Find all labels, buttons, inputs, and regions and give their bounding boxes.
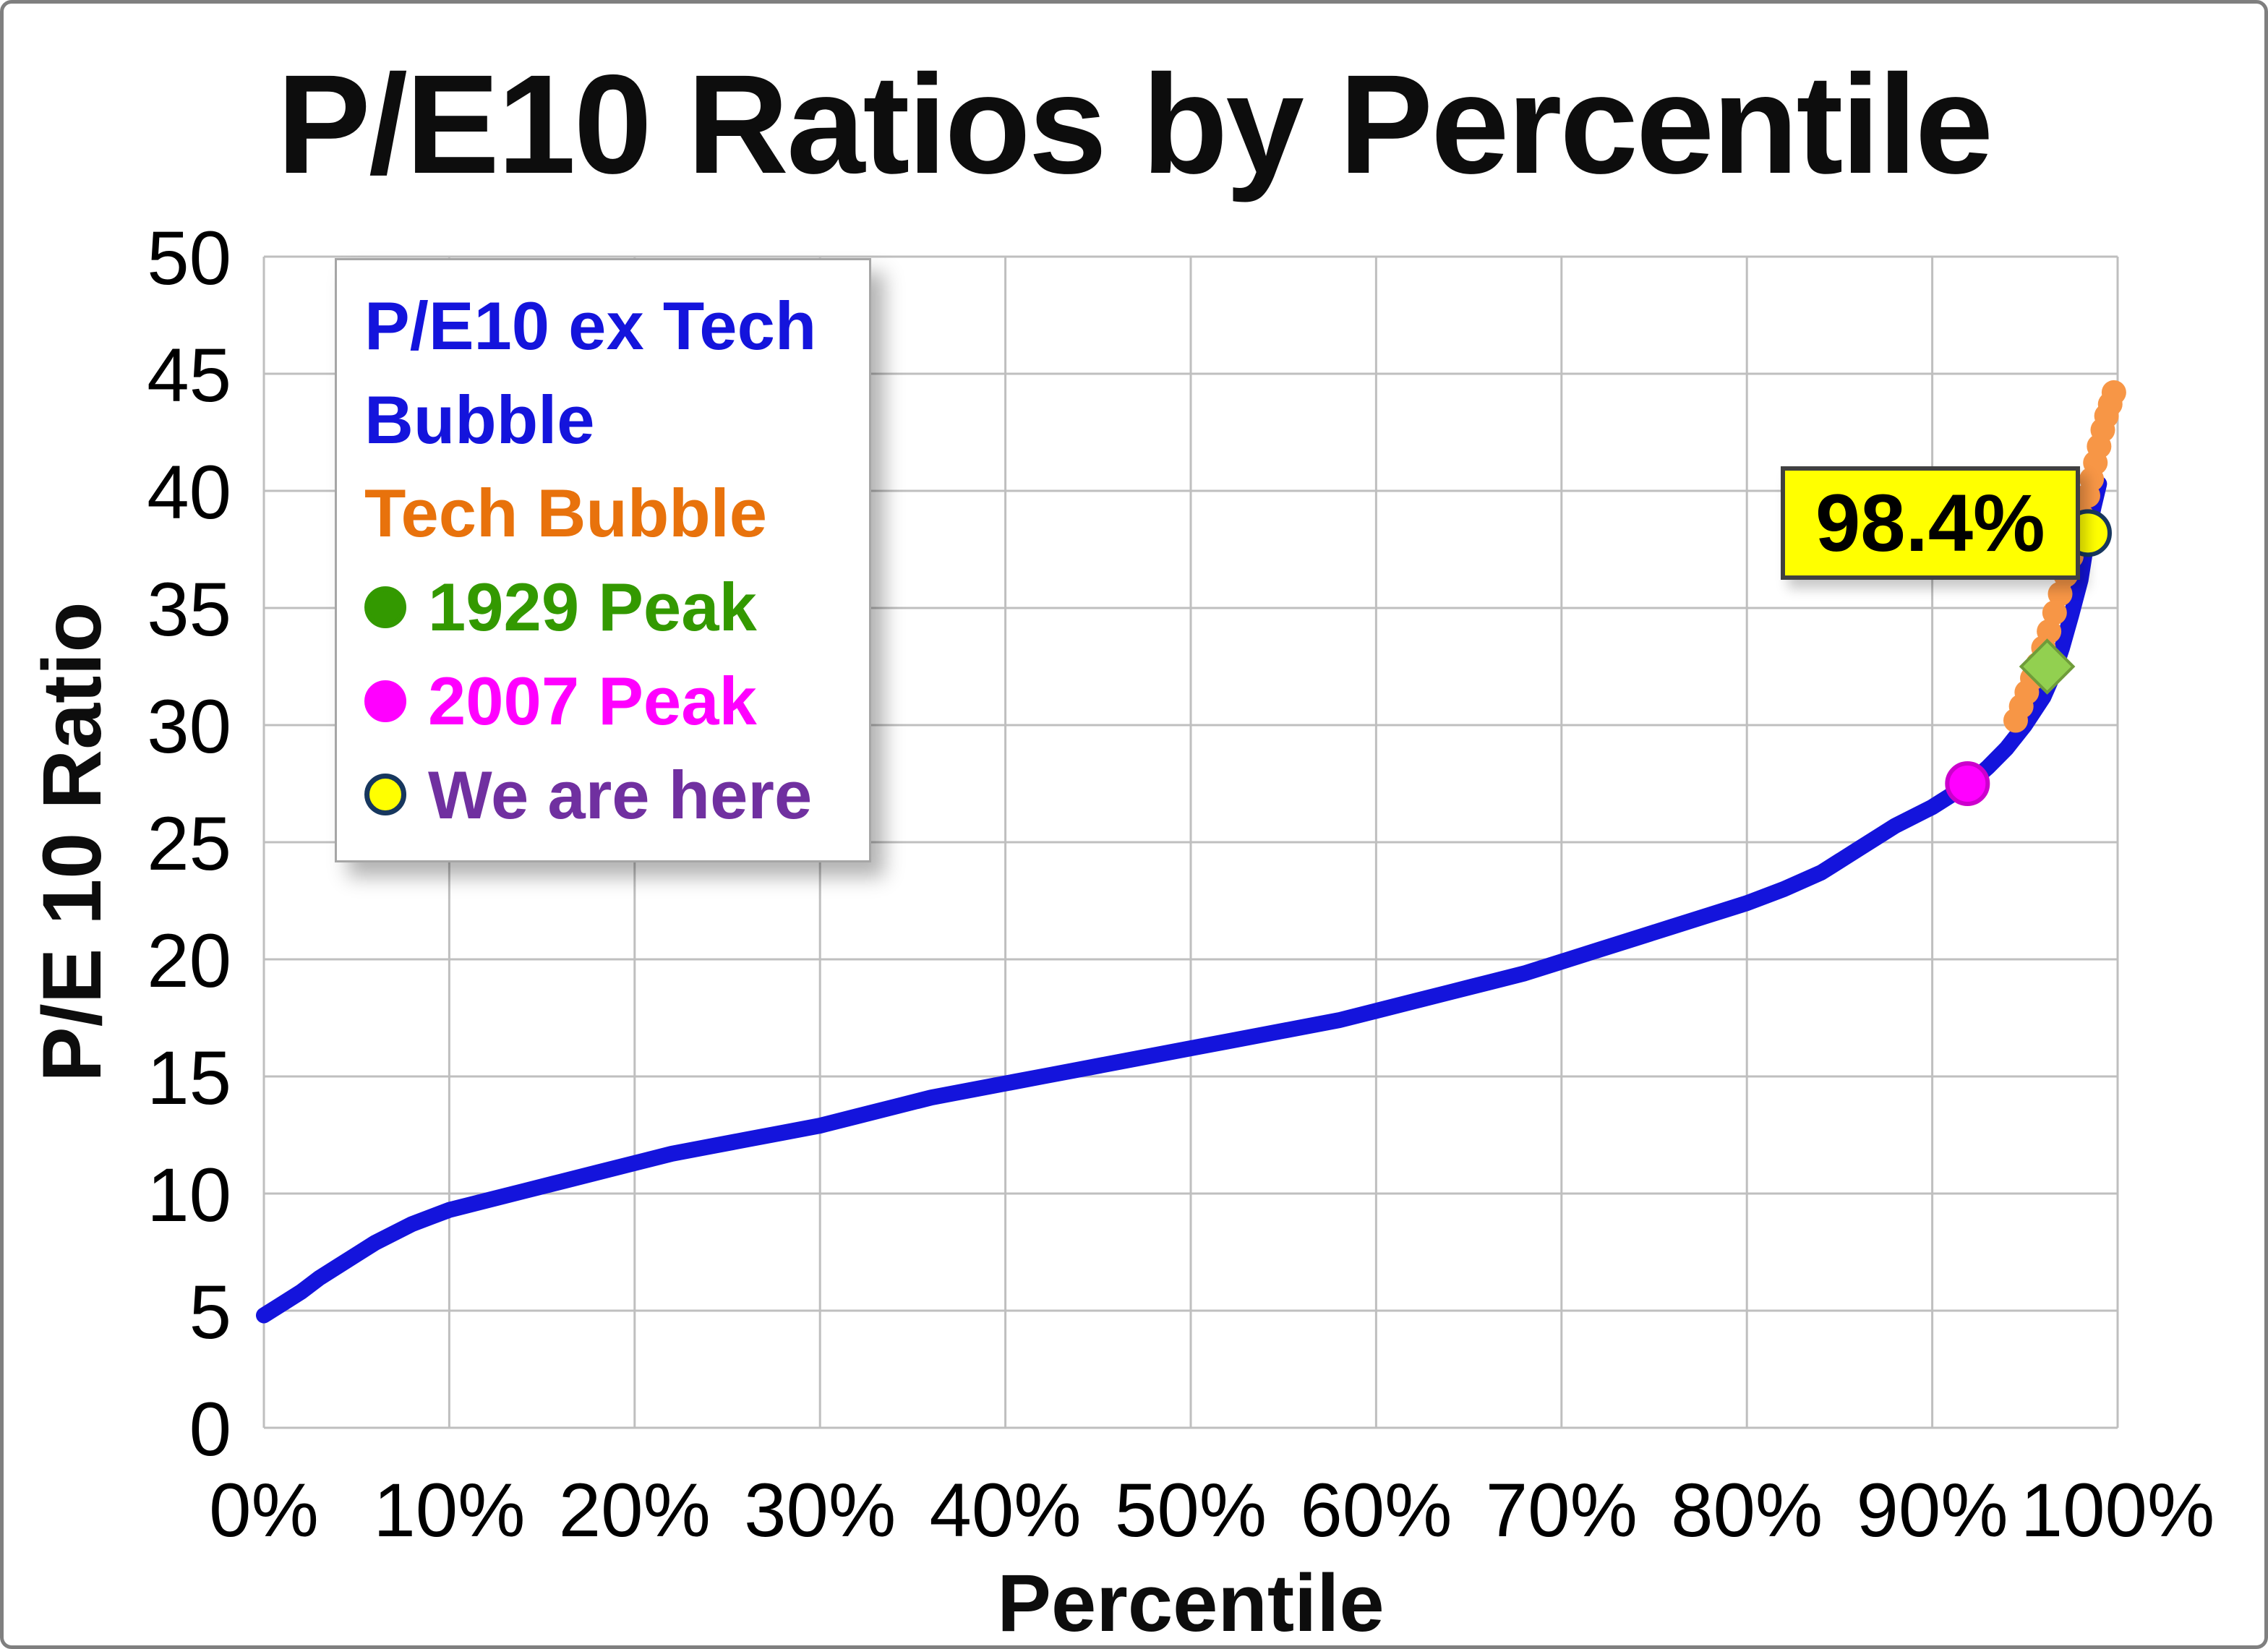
y-tick-label: 0 <box>189 1387 231 1472</box>
legend-label-pe10-ex-tech: P/E10 ex Tech Bubble <box>364 288 817 458</box>
annotation-callout: 98.4% <box>1781 466 2080 580</box>
y-tick-label: 5 <box>189 1270 231 1355</box>
legend-label-2007-peak: 2007 Peak <box>428 662 757 739</box>
y-tick-label: 45 <box>147 333 231 418</box>
x-tick-label: 90% <box>1857 1468 2008 1553</box>
y-tick-label: 25 <box>147 802 231 886</box>
magenta-dot-icon <box>364 680 406 722</box>
y-tick-label: 10 <box>147 1153 231 1238</box>
y-axis-title: P/E 10 Ratio <box>26 601 119 1083</box>
legend-item-we-are-here: We are here <box>364 748 842 842</box>
x-tick-label: 0% <box>209 1468 319 1553</box>
legend: P/E10 ex Tech Bubble Tech Bubble 1929 Pe… <box>335 258 871 863</box>
series-point-tech-bubble <box>2047 581 2073 607</box>
x-tick-label: 50% <box>1115 1468 1267 1553</box>
marker-1929-peak-diamond-icon <box>2019 638 2076 695</box>
x-tick-label: 80% <box>1671 1468 1823 1553</box>
legend-label-we-are-here: We are here <box>428 756 813 833</box>
y-tick-label: 30 <box>147 685 231 769</box>
series-point-tech-bubble <box>2101 380 2126 405</box>
series-point-tech-bubble <box>2037 619 2062 644</box>
legend-label-tech-bubble: Tech Bubble <box>364 475 768 552</box>
x-axis-title: Percentile <box>997 1558 1385 1648</box>
chart-title: P/E10 Ratios by Percentile <box>276 46 1993 203</box>
annotation-label: 98.4% <box>1815 478 2045 568</box>
x-tick-label: 10% <box>373 1468 525 1553</box>
legend-item-1929-peak: 1929 Peak <box>364 560 842 654</box>
x-tick-label: 40% <box>930 1468 1082 1553</box>
y-tick-label: 40 <box>147 450 231 535</box>
series-point-tech-bubble <box>2042 600 2067 625</box>
x-tick-label: 20% <box>559 1468 711 1553</box>
y-tick-label: 20 <box>147 919 231 1003</box>
legend-item-pe10-ex-tech: P/E10 ex Tech Bubble <box>364 279 842 466</box>
marker-2007-peak-dot-icon <box>1945 761 1990 806</box>
x-tick-label: 70% <box>1486 1468 1638 1553</box>
green-dot-icon <box>364 586 406 629</box>
yellow-ring-icon <box>364 774 406 816</box>
y-tick-label: 15 <box>147 1036 231 1121</box>
x-tick-label: 60% <box>1300 1468 1452 1553</box>
legend-item-2007-peak: 2007 Peak <box>364 654 842 748</box>
legend-label-1929-peak: 1929 Peak <box>428 569 757 646</box>
y-tick-label: 50 <box>147 216 231 301</box>
legend-item-tech-bubble: Tech Bubble <box>364 466 842 560</box>
x-tick-label: 100% <box>2021 1468 2215 1553</box>
x-tick-label: 30% <box>744 1468 896 1553</box>
y-tick-label: 35 <box>147 567 231 652</box>
